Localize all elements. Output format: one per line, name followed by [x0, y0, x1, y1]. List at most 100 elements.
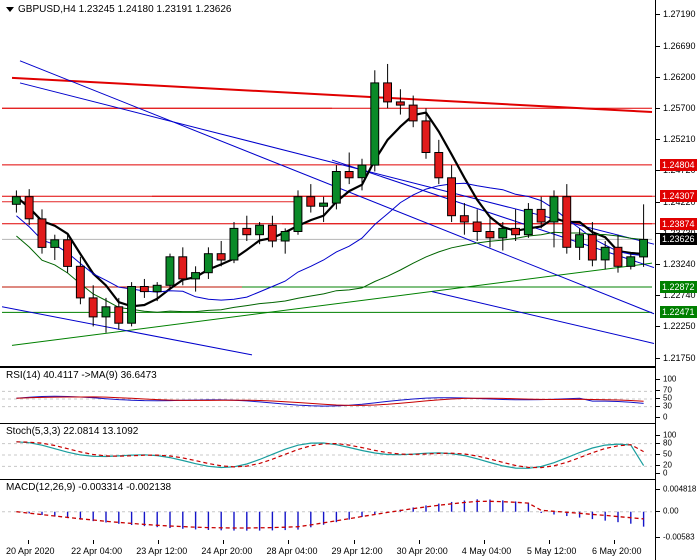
candle-body[interactable] — [306, 196, 316, 207]
chart-header: GBPUSD,H4 1.23245 1.24180 1.23191 1.2362… — [6, 4, 232, 15]
candle-body[interactable] — [536, 208, 546, 223]
rsi-label: RSI(14) 40.4117 ->MA(9) 36.6473 — [6, 370, 157, 381]
candle-body[interactable] — [139, 286, 149, 293]
price-axis-tick — [655, 201, 660, 203]
candle-body[interactable] — [357, 164, 367, 179]
candle-body[interactable] — [24, 196, 34, 220]
candle-body[interactable] — [114, 306, 124, 324]
time-axis-tick — [223, 540, 225, 544]
stochastic-pane[interactable]: Stoch(5,3,3) 22.0814 13.1092 — [0, 423, 656, 480]
price-axis-tick — [655, 326, 660, 328]
rsi-series-layer — [2, 390, 652, 408]
candle-body[interactable] — [370, 82, 380, 166]
price-badge[interactable]: 1.22471 — [660, 306, 697, 319]
candle-body[interactable] — [216, 253, 226, 261]
candle-body[interactable] — [395, 101, 405, 106]
candle-body[interactable] — [152, 284, 162, 293]
time-axis-tick — [483, 540, 485, 544]
stoch-axis-label: 100 — [663, 430, 677, 440]
time-axis-label: 5 May 12:00 — [526, 546, 577, 556]
candle-body[interactable] — [626, 256, 636, 267]
macd-pane[interactable]: MACD(12,26,9) -0.003314 -0.002138 — [0, 479, 656, 546]
price-axis-tick — [655, 358, 660, 359]
rsi-axis-tick — [655, 398, 660, 399]
candle-body[interactable] — [293, 196, 303, 232]
candle-body[interactable] — [498, 227, 508, 239]
candle-body[interactable] — [11, 196, 21, 205]
candle-body[interactable] — [127, 286, 136, 324]
candle-body[interactable] — [408, 104, 418, 122]
trendline-descending-blue-2 — [19, 82, 655, 245]
candle-body[interactable] — [472, 221, 482, 232]
stoch-axis-tick — [655, 442, 660, 444]
time-axis-label: 20 Apr 2020 — [6, 546, 55, 556]
candle-body[interactable] — [421, 120, 431, 154]
candle-body[interactable] — [203, 253, 213, 274]
candle-body[interactable] — [75, 265, 85, 299]
candle-body[interactable] — [242, 227, 252, 236]
candle-body[interactable] — [639, 238, 648, 258]
macd-axis-label: 0.00 — [663, 506, 679, 516]
symbol-quote-label: GBPUSD,H4 1.23245 1.24180 1.23191 1.2362… — [18, 4, 232, 15]
rsi-pane[interactable]: RSI(14) 40.4117 ->MA(9) 36.6473 — [0, 367, 656, 424]
rsi-axis-label: 30 — [663, 401, 672, 411]
candle-body[interactable] — [331, 171, 341, 204]
price-badge[interactable]: 1.23874 — [660, 217, 697, 230]
candle-body[interactable] — [523, 208, 533, 236]
candle-body[interactable] — [383, 82, 393, 103]
price-badge[interactable]: 1.22872 — [660, 281, 697, 294]
candle-body[interactable] — [613, 246, 623, 267]
trendline-lower-blue-2 — [431, 291, 655, 344]
candle-body[interactable] — [178, 256, 188, 280]
stoch-axis-label: 20 — [663, 460, 672, 470]
candle-body[interactable] — [37, 218, 47, 248]
candle-body[interactable] — [549, 196, 559, 223]
time-axis-tick — [28, 540, 29, 544]
stochastic-plot-area[interactable] — [2, 424, 656, 479]
price-axis-label: 1.23240 — [663, 258, 696, 269]
candle-body[interactable] — [50, 239, 60, 248]
macd-plot-area[interactable] — [2, 480, 656, 545]
triangle-down-icon[interactable] — [6, 6, 14, 12]
candle-body[interactable] — [344, 171, 354, 179]
candle-body[interactable] — [562, 196, 572, 248]
candle-body[interactable] — [459, 215, 469, 223]
candle-body[interactable] — [319, 202, 329, 207]
time-axis-label: 4 May 04:00 — [461, 546, 512, 556]
time-axis-tick — [353, 540, 355, 544]
price-chart-pane[interactable]: GBPUSD,H4 1.23245 1.24180 1.23191 1.2362… — [0, 0, 656, 367]
candle-body[interactable] — [434, 152, 444, 179]
rsi-axis-label: 0 — [663, 412, 668, 422]
price-series-layer — [2, 60, 656, 356]
candle-body[interactable] — [280, 231, 290, 242]
candle-body[interactable] — [191, 272, 201, 280]
price-axis-tick — [655, 170, 660, 172]
candle-body[interactable] — [255, 224, 265, 236]
price-axis-tick — [655, 295, 660, 297]
candle-body[interactable] — [587, 234, 597, 261]
price-badge[interactable]: 1.24804 — [660, 158, 697, 171]
price-axis[interactable]: 1.271901.266901.262001.257001.252101.247… — [655, 0, 700, 560]
price-badge[interactable]: 1.24307 — [660, 190, 697, 203]
macd-signal-line — [16, 500, 644, 529]
candle-body[interactable] — [267, 224, 277, 242]
candle-body[interactable] — [575, 234, 584, 248]
price-axis-label: 1.25700 — [663, 103, 696, 114]
candle-body[interactable] — [511, 227, 521, 236]
candle-body[interactable] — [165, 256, 175, 286]
price-axis-tick — [655, 45, 660, 47]
candle-body[interactable] — [88, 297, 98, 318]
candle-body[interactable] — [63, 239, 72, 267]
time-axis-label: 6 May 20:00 — [592, 546, 642, 556]
price-badge[interactable]: 1.23626 — [660, 233, 697, 246]
rsi-plot-area[interactable] — [2, 368, 656, 423]
candle-body[interactable] — [485, 231, 495, 239]
time-axis-label: 30 Apr 20:00 — [396, 546, 448, 556]
candle-body[interactable] — [101, 306, 111, 318]
time-axis[interactable]: 20 Apr 2020 22 Apr 04:00 23 Apr 12:00 24 Ap… — [0, 540, 656, 560]
price-plot-area[interactable] — [2, 0, 656, 366]
candle-body[interactable] — [447, 177, 457, 217]
price-axis-label: 1.25210 — [663, 134, 696, 145]
candle-body[interactable] — [600, 246, 610, 261]
candle-body[interactable] — [229, 227, 239, 261]
